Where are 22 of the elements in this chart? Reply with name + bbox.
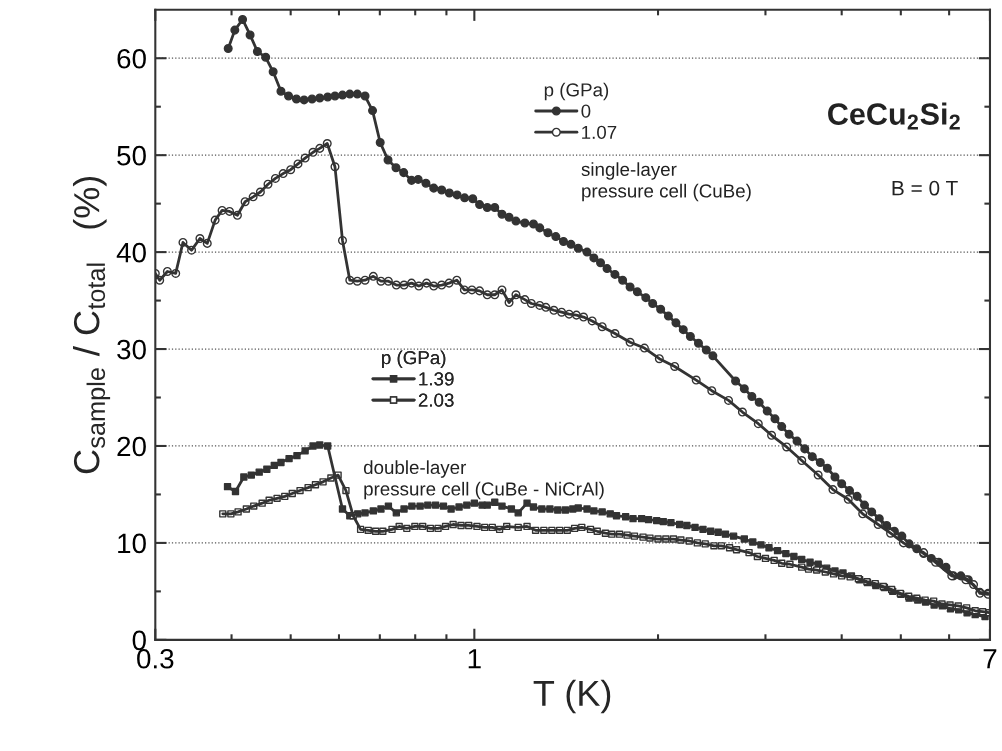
text: C$_{sample}$ / C$_{total}$ (%): [72, 176, 111, 474]
x-tick-label: 7: [983, 649, 997, 669]
y-tick-label: 0: [132, 630, 146, 651]
annotation: double-layer pressure cell (CuBe - NiCrAl): [363, 460, 604, 500]
text: p (GPa): [382, 350, 446, 369]
y-tick-label: 50: [117, 145, 146, 166]
annotation: B = 0 T: [892, 180, 958, 196]
x-tick-label: 0.3: [137, 648, 174, 669]
y-tick-label: 40: [116, 242, 146, 263]
legend-title: p (GPa): [544, 82, 609, 101]
legend-label: 2.03: [418, 393, 454, 407]
x-axis-title: T (K): [533, 679, 611, 714]
x-tick-label: 1: [468, 649, 481, 669]
y-tick-label: 30: [117, 339, 146, 360]
annotation: single-layer pressure cell (CuBe): [581, 162, 751, 202]
y-tick-label: 20: [117, 436, 146, 457]
legend-label: 0: [581, 104, 591, 118]
annotation: CeCu$_{2}$Si$_{2}$: [828, 102, 960, 130]
y-tick-label: 60: [117, 48, 146, 69]
y-tick-label: 10: [118, 533, 146, 554]
legend-label: 1.39: [419, 372, 454, 386]
legend-label: 1.07: [582, 125, 617, 139]
